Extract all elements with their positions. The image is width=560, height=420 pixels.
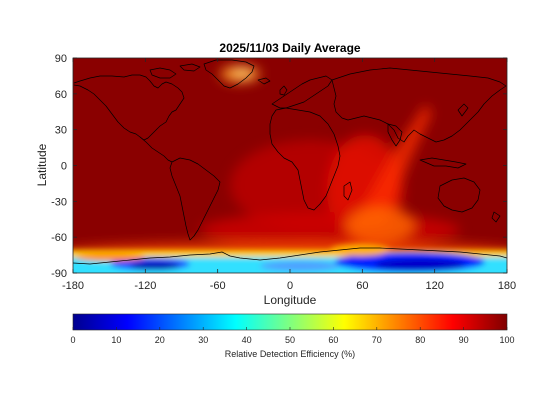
y-tick-label: 0 — [61, 161, 67, 173]
region-southern-indian — [345, 207, 415, 243]
colorbar-tick-label: 10 — [111, 335, 121, 345]
y-axis-ticks: 90 60 30 0 -30 -60 -90 — [51, 53, 507, 280]
coast-australia — [437, 177, 481, 213]
x-tick-label: 180 — [498, 280, 516, 292]
colorbar-tick-label: 30 — [198, 335, 208, 345]
colorbar-ticks: 0 10 20 30 40 50 60 70 80 90 100 — [70, 327, 515, 345]
coast-iceland — [257, 77, 271, 85]
y-tick-label: -60 — [51, 232, 67, 244]
coast-greenland — [203, 59, 255, 89]
coast-arctic-islands — [149, 63, 201, 79]
coast-antarctica — [73, 247, 507, 265]
band-deep-east — [375, 259, 465, 271]
coast-south-america — [169, 157, 221, 241]
chart-title: 2025/11/03 Daily Average — [219, 41, 361, 55]
y-tick-label: -30 — [51, 196, 67, 208]
colorbar-tick-label: 80 — [415, 335, 425, 345]
coast-indonesia — [419, 157, 467, 169]
coast-britain — [279, 85, 288, 96]
colorbar-label: Relative Detection Efficiency (%) — [225, 349, 355, 359]
y-tick-label: 30 — [55, 125, 67, 137]
coast-asia — [331, 67, 507, 143]
x-tick-label: 60 — [356, 280, 368, 292]
heatmap-regions — [73, 66, 507, 262]
x-tick-label: -180 — [62, 280, 84, 292]
coast-new-zealand — [491, 211, 501, 223]
coast-japan — [457, 103, 469, 117]
colorbar-tick-label: 40 — [242, 335, 252, 345]
x-tick-label: 120 — [425, 280, 443, 292]
heatmap — [73, 58, 507, 273]
region-plume-streak — [350, 105, 432, 230]
x-tick-label: -120 — [134, 280, 156, 292]
colorbar-tick-label: 60 — [328, 335, 338, 345]
region-greenland-core — [233, 69, 251, 77]
coast-madagascar — [343, 181, 353, 201]
coastlines — [73, 59, 507, 265]
coast-central-america — [139, 136, 173, 163]
coast-india — [387, 123, 403, 147]
colorbar-tick-label: 70 — [372, 335, 382, 345]
y-tick-label: -90 — [51, 268, 67, 280]
band-deep-west — [130, 262, 180, 270]
colorbar-tick-label: 50 — [285, 335, 295, 345]
coast-north-america — [73, 74, 185, 141]
y-axis-label: Latitude — [35, 143, 49, 186]
colorbar-tick-label: 90 — [459, 335, 469, 345]
x-axis-ticks: -180 -120 -60 0 60 120 180 — [62, 58, 516, 292]
coast-africa — [269, 107, 341, 211]
x-axis-label: Longitude — [264, 293, 317, 307]
colorbar-tick-label: 20 — [155, 335, 165, 345]
coast-europe — [271, 75, 333, 109]
colorbar-tick-label: 0 — [70, 335, 75, 345]
y-tick-label: 60 — [55, 89, 67, 101]
band-orange-west — [75, 253, 145, 261]
x-tick-label: -60 — [210, 280, 226, 292]
y-tick-label: 90 — [55, 53, 67, 65]
band-low-center — [260, 261, 340, 271]
colorbar-tick-label: 100 — [499, 335, 514, 345]
x-tick-label: 0 — [287, 280, 293, 292]
band-orange-east — [330, 244, 390, 256]
